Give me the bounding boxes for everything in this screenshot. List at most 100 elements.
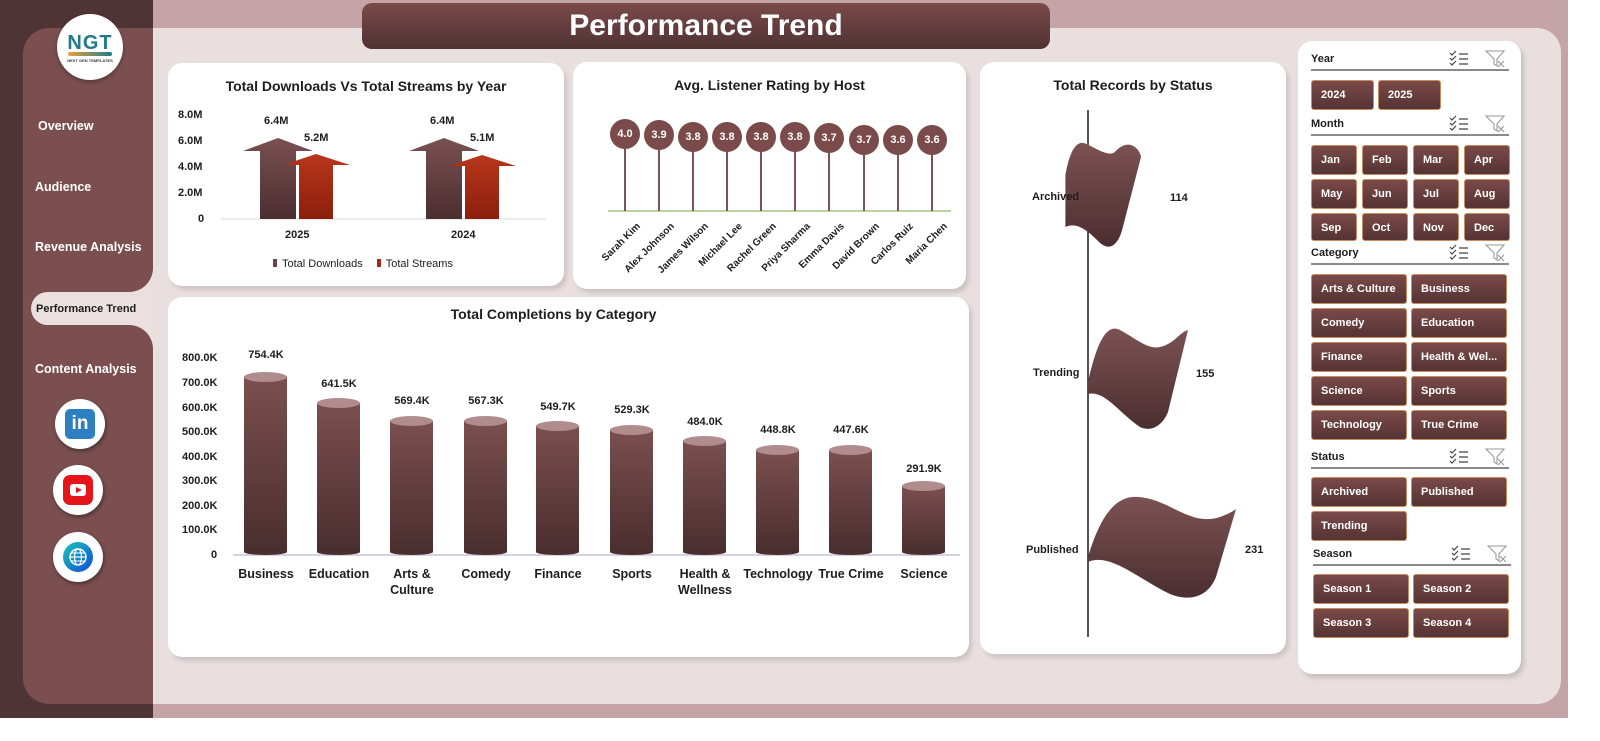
chart-title: Total Downloads Vs Total Streams by Year (225, 78, 507, 94)
slicer-category-science[interactable]: Science (1311, 376, 1407, 406)
filter-panel: Year 2024 2025 Month Jan Feb Mar Apr May… (1298, 41, 1521, 674)
slicer-month-sep[interactable]: Sep (1311, 213, 1357, 241)
multi-select-icon[interactable] (1448, 447, 1470, 467)
nav-revenue-analysis[interactable]: Revenue Analysis (35, 240, 142, 254)
y-tick: 0 (211, 549, 218, 561)
cylinder-bar-plot (233, 372, 960, 556)
clear-filter-icon[interactable] (1485, 243, 1507, 263)
chart-title: Total Completions by Category (450, 306, 657, 322)
y-tick: 400.0K (182, 451, 218, 463)
linkedin-icon: in (65, 409, 95, 439)
website-button[interactable] (53, 532, 103, 582)
slicer-category-business[interactable]: Business (1411, 274, 1507, 304)
x-tick: Finance (534, 567, 582, 581)
clear-filter-icon[interactable] (1485, 114, 1507, 134)
logo-subtitle: NEXT GEN TEMPLATES (67, 57, 113, 63)
clear-filter-icon[interactable] (1487, 544, 1509, 564)
legend-item-streams: Total Streams (376, 258, 453, 270)
slicer-month-apr[interactable]: Apr (1464, 145, 1510, 175)
slicer-category-education[interactable]: Education (1411, 308, 1507, 338)
slicer-season-1[interactable]: Season 1 (1313, 574, 1409, 604)
slicer-status-archived[interactable]: Archived (1311, 477, 1407, 507)
data-label: 3.8 (753, 131, 769, 143)
slicer-category-comedy[interactable]: Comedy (1311, 308, 1407, 338)
slicer-category-technology[interactable]: Technology (1311, 410, 1407, 440)
slicer-season-4[interactable]: Season 4 (1413, 608, 1509, 638)
slicer-month-feb[interactable]: Feb (1362, 145, 1408, 175)
y-tick: Archived (1032, 191, 1080, 203)
slicer-title: Season (1313, 548, 1353, 560)
slicer-month-dec[interactable]: Dec (1464, 213, 1510, 241)
data-label: 3.6 (924, 134, 940, 146)
nav-content-analysis[interactable]: Content Analysis (35, 362, 137, 376)
multi-select-icon[interactable] (1450, 544, 1472, 564)
downloads-streams-plot (221, 138, 546, 220)
logo-text: NGT (67, 31, 113, 54)
slicer-month-may[interactable]: May (1311, 179, 1357, 209)
data-label: 3.7 (821, 132, 837, 144)
slicer-category-health-wellness[interactable]: Health & Wel... (1411, 342, 1507, 372)
slicer-month-jul[interactable]: Jul (1413, 179, 1459, 209)
x-tick: Comedy (461, 567, 511, 581)
slicer-status-published[interactable]: Published (1411, 477, 1507, 507)
data-label: 5.2M (304, 132, 329, 144)
nav-audience[interactable]: Audience (35, 180, 92, 194)
slicer-month-jun[interactable]: Jun (1362, 179, 1408, 209)
data-label: 3.8 (719, 131, 735, 143)
youtube-button[interactable] (53, 465, 103, 515)
slicer-season-header: Season (1313, 544, 1511, 566)
slicer-month-header: Month (1311, 114, 1509, 136)
nav-performance-trend[interactable]: Performance Trend (31, 292, 153, 325)
slicer-year-2025[interactable]: 2025 (1378, 80, 1441, 110)
multi-select-icon[interactable] (1448, 49, 1470, 69)
slicer-month-jan[interactable]: Jan (1311, 145, 1357, 175)
slicer-title: Status (1311, 451, 1345, 463)
x-tick: Health & Wellness (678, 567, 732, 597)
ngt-logo: NGT NEXT GEN TEMPLATES (57, 14, 123, 80)
x-tick: Science (900, 567, 948, 581)
slicer-category-sports[interactable]: Sports (1411, 376, 1507, 406)
multi-select-icon[interactable] (1448, 243, 1470, 263)
slicer-status-trending[interactable]: Trending (1311, 511, 1407, 541)
multi-select-icon[interactable] (1448, 114, 1470, 134)
slicer-season-3[interactable]: Season 3 (1313, 608, 1409, 638)
data-label: 291.9K (906, 463, 942, 475)
nav-active-curve-bottom (120, 325, 153, 351)
slicer-month-mar[interactable]: Mar (1413, 145, 1459, 175)
y-tick: Trending (1033, 367, 1080, 379)
x-tick: Business (238, 567, 294, 581)
y-tick: 300.0K (182, 475, 218, 487)
y-tick: 200.0K (182, 500, 218, 512)
slicer-category-true-crime[interactable]: True Crime (1411, 410, 1507, 440)
slicer-category-finance[interactable]: Finance (1311, 342, 1407, 372)
logo-swoosh-icon (68, 51, 112, 56)
linkedin-button[interactable]: in (55, 399, 105, 449)
y-tick: 2.0M (178, 187, 203, 199)
y-tick: 8.0M (178, 109, 203, 121)
slicer-category-arts-culture[interactable]: Arts & Culture (1311, 274, 1407, 304)
y-tick: 100.0K (182, 524, 218, 536)
data-label: 549.7K (540, 401, 576, 413)
y-tick: 500.0K (182, 426, 218, 438)
y-tick: 600.0K (182, 402, 218, 414)
x-tick: Education (308, 567, 370, 581)
data-label: 754.4K (248, 349, 284, 361)
slicer-month-oct[interactable]: Oct (1362, 213, 1408, 241)
chart-legend: Total Downloads Total Streams (273, 258, 453, 270)
data-label: 3.6 (890, 134, 906, 146)
data-label: 484.0K (687, 416, 723, 428)
records-by-status-card: Total Records by Status Archived Trendin… (980, 62, 1286, 654)
chart-title: Avg. Listener Rating by Host (674, 77, 865, 93)
nav-overview[interactable]: Overview (38, 119, 94, 133)
flag-bar-plot (1065, 110, 1236, 637)
clear-filter-icon[interactable] (1485, 49, 1507, 69)
slicer-month-nov[interactable]: Nov (1413, 213, 1459, 241)
slicer-title: Month (1311, 118, 1344, 130)
clear-filter-icon[interactable] (1485, 447, 1507, 467)
slicer-month-aug[interactable]: Aug (1464, 179, 1510, 209)
completions-by-category-card: Total Completions by Category 800.0K 700… (168, 297, 969, 657)
data-label: 3.8 (787, 131, 803, 143)
sidebar: NGT NEXT GEN TEMPLATES (23, 14, 153, 704)
slicer-year-2024[interactable]: 2024 (1311, 80, 1374, 110)
slicer-season-2[interactable]: Season 2 (1413, 574, 1509, 604)
